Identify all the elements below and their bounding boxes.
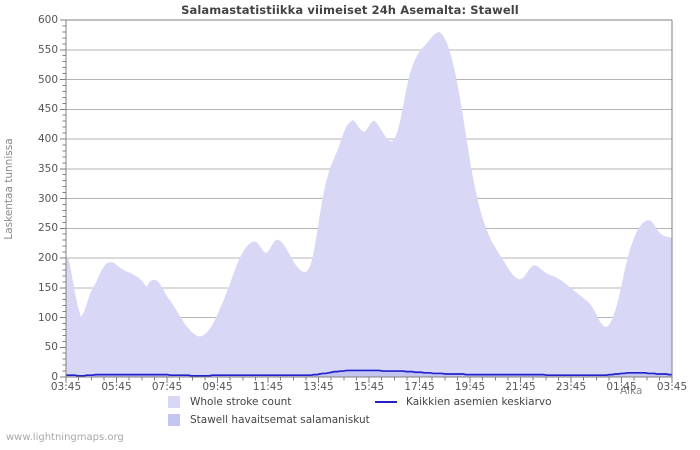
x-axis-tick-label: 21:45 [505,381,536,393]
x-axis-tick-label: 09:45 [202,381,233,393]
x-axis-tick-label: 13:45 [303,381,334,393]
chart-legend: Whole stroke count Stawell havaitsemat s… [0,394,700,428]
y-axis-tick-label: 250 [37,222,58,235]
x-axis-tick-label: 03:45 [50,381,82,393]
y-axis-tick-label: 300 [37,192,58,205]
y-axis-tick-label: 400 [37,133,58,145]
y-axis-tick-label: 350 [37,162,58,175]
legend-label: Stawell havaitsemat salamaniskut [190,414,370,426]
y-axis-tick-label: 450 [37,103,58,116]
y-axis-tick-label: 200 [37,252,58,264]
x-axis-tick-label: 07:45 [151,381,183,393]
chart-title: Salamastatistiikka viimeiset 24h Asemalt… [181,3,519,17]
y-axis-tick-label: 500 [37,73,58,86]
legend-line-icon [375,401,397,403]
watermark-text: www.lightningmaps.org [6,432,124,443]
y-axis-label: Laskentaa tunnissa [3,138,15,240]
legend-label: Kaikkien asemien keskiarvo [406,396,552,408]
x-axis-tick-label: 03:45 [656,381,688,393]
legend-swatch-icon [168,396,180,408]
legend-item-stawell-detected-strokes: Stawell havaitsemat salamaniskut [168,412,370,428]
y-axis-tick-label: 600 [37,14,58,26]
x-axis-tick-label: 17:45 [404,381,435,393]
y-axis-tick-label: 550 [37,43,58,56]
legend-item-all-stations-average: Kaikkien asemien keskiarvo [375,394,552,410]
x-axis-tick-label: 19:45 [454,381,486,393]
line-all-stations-average [66,369,672,377]
y-axis-tick-label: 0 [51,371,58,383]
area-whole-stroke-count [66,31,672,378]
legend-item-whole-stroke-count: Whole stroke count [168,394,291,410]
y-axis-tick-label: 100 [37,311,58,324]
x-axis-tick-label: 05:45 [101,381,132,393]
y-axis-tick-label: 150 [37,281,58,294]
x-axis-tick-label: 11:45 [252,381,284,393]
legend-label: Whole stroke count [190,396,292,408]
y-axis-tick-label: 50 [44,341,58,354]
x-axis-tick-label: 01:45 [606,381,637,393]
x-axis-label: Aika [620,385,643,397]
x-axis-tick-label: 23:45 [555,381,587,393]
legend-swatch-icon [168,414,180,426]
x-axis-tick-label: 15:45 [353,381,385,393]
